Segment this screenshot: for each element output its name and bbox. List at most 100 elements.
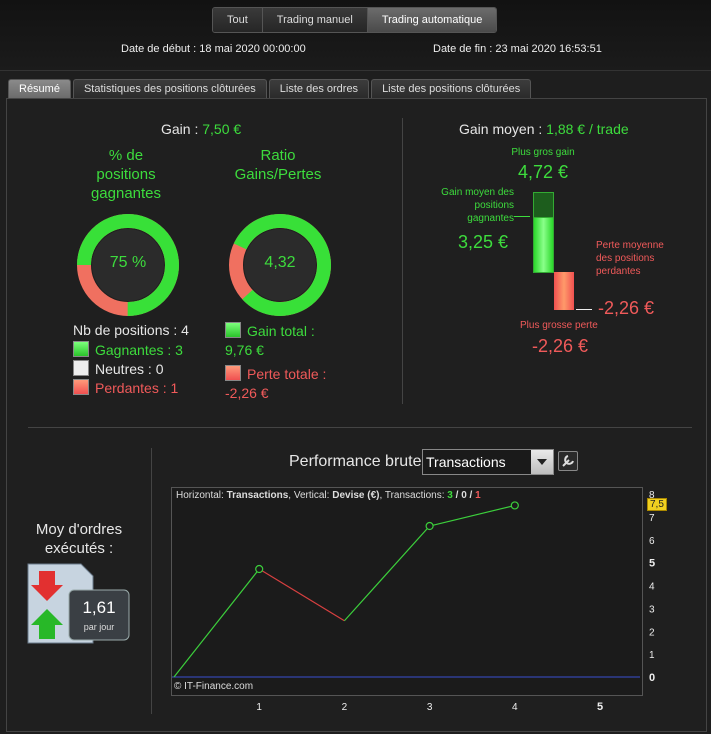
series-segment-2: [258, 568, 345, 622]
ordres-unit: par jour: [83, 622, 115, 632]
win-pct-title: % de positions gagnantes: [90, 147, 162, 202]
plus-grosse-perte-value: -2,26 €: [532, 336, 589, 356]
ordres-value: 1,61: [82, 598, 116, 617]
gain-total-swatch: [225, 322, 241, 338]
performance-title: Performance brute: [289, 453, 422, 470]
tab-liste-positions[interactable]: Liste des positions clôturées: [371, 79, 532, 99]
orders-divider: [151, 448, 152, 714]
ratio-title: Ratio Gains/Pertes: [234, 147, 322, 183]
legend-losses: 1: [475, 490, 481, 501]
legend-v-prefix: , Vertical:: [288, 490, 330, 501]
legend-wins: 3: [447, 490, 453, 501]
perdantes-swatch: [73, 379, 89, 395]
nb-positions: Nb de positions : 4: [73, 322, 189, 338]
date-start-label: Date de début :: [121, 43, 197, 55]
y-tick-5: 5: [649, 558, 655, 570]
performance-select-value: Transactions: [426, 454, 506, 470]
plus-gros-gain-value: 4,72 €: [517, 162, 569, 182]
x-tick-3: 3: [427, 702, 433, 713]
ordres-label: Moy d'ordres exécutés :: [35, 521, 123, 557]
performance-chart: [171, 487, 643, 696]
x-tick-2: 2: [342, 702, 348, 713]
chart-legend: Horizontal: Transactions, Vertical: Devi…: [176, 490, 481, 501]
current-value-badge: 7,5: [647, 498, 667, 511]
orders-icon: [27, 563, 130, 644]
perte-moyenne-label: Perte moyenne des positions perdantes: [596, 240, 664, 277]
avg-gain-bar: [533, 217, 554, 273]
gain-moyen-gagnantes-label: Gain moyen des positions gagnantes: [441, 187, 514, 224]
tab-resume[interactable]: Résumé: [8, 79, 71, 99]
win-donut-gain-arc: [77, 214, 179, 316]
legend-h: Transactions: [226, 490, 289, 501]
x-tick-4: 4: [512, 702, 518, 713]
y-tick-8: 8: [649, 490, 655, 501]
series-segment-3: [343, 525, 431, 622]
tab-statistiques[interactable]: Statistiques des positions clôturées: [72, 79, 267, 99]
neutres-item: Neutres : 0: [73, 360, 163, 377]
ratio-donut-center: [244, 229, 316, 301]
legend-t-prefix: , Transactions:: [379, 490, 445, 501]
series-segment-4: [429, 504, 515, 527]
perte-totale-item: Perte totale : -2,26 €: [225, 365, 350, 403]
chevron-down-icon[interactable]: [531, 450, 553, 474]
win-pct-donut: [77, 214, 179, 316]
plus-grosse-perte-label: Plus grosse perte: [520, 320, 598, 331]
section-tabs: Résumé Statistiques des positions clôtur…: [8, 79, 533, 99]
perdantes-item: Perdantes : 1: [73, 379, 178, 396]
gain-arrow-line: [514, 216, 530, 217]
perte-moyenne-value: -2,26 €: [598, 298, 655, 318]
y-tick-3: 3: [649, 604, 655, 615]
chart-copyright: © IT-Finance.com: [174, 681, 254, 692]
ratio-donut: [229, 214, 331, 316]
section-divider: [28, 427, 692, 428]
perte-totale-swatch: [225, 365, 241, 381]
wrench-icon[interactable]: [558, 451, 578, 471]
x-tick-1: 1: [256, 702, 262, 713]
neutres-text: Neutres : 0: [95, 361, 164, 377]
y-tick-4: 4: [649, 582, 655, 593]
date-end-label: Date de fin :: [433, 43, 493, 55]
y-tick-2: 2: [649, 627, 655, 638]
gagnantes-item: Gagnantes : 3: [73, 341, 183, 358]
y-tick-6: 6: [649, 536, 655, 547]
y-tick-7: 7: [649, 513, 655, 524]
date-start: Date de début : 18 mai 2020 00:00:00: [121, 43, 306, 55]
gain-moyen-heading: Gain moyen : 1,88 € / trade: [459, 121, 629, 137]
series-segment-1: [173, 568, 260, 678]
date-end: Date de fin : 23 mai 2020 16:53:51: [433, 43, 602, 55]
legend-h-prefix: Horizontal:: [176, 490, 224, 501]
legend-neutral: 0: [461, 490, 467, 501]
y-tick-0: 0: [649, 672, 655, 684]
gain-moyen-label: Gain moyen :: [459, 121, 543, 137]
legend-v: Devise (€): [332, 490, 380, 501]
gagnantes-swatch: [73, 341, 89, 357]
x-tick-5: 5: [597, 701, 603, 713]
buy-arrow-icon: [31, 609, 63, 639]
loss-arrow-line: [576, 309, 592, 310]
gain-total-item: Gain total : 9,76 €: [225, 322, 340, 360]
data-point-1: [255, 564, 264, 574]
gain-moyen-value: 1,88 € / trade: [546, 121, 629, 137]
gain-total-text: Gain total : 9,76 €: [225, 323, 315, 358]
mode-tab-trading-manuel[interactable]: Trading manuel: [262, 8, 368, 32]
mode-tab-tout[interactable]: Tout: [213, 8, 263, 32]
mode-tab-trading-automatique[interactable]: Trading automatique: [367, 8, 497, 32]
mode-segmented-control: Tout Trading manuel Trading automatique: [212, 7, 498, 33]
legend-sep2: /: [466, 490, 476, 501]
perte-totale-text: Perte totale : -2,26 €: [225, 366, 327, 401]
ratio-value: 4,32: [264, 254, 296, 271]
win-donut-center: [92, 229, 164, 301]
top-bar: Tout Trading manuel Trading automatique …: [0, 0, 711, 71]
perdantes-text: Perdantes : 1: [95, 380, 179, 396]
plus-gros-gain-label: Plus gros gain: [511, 147, 575, 158]
avg-loss-bar: [554, 272, 574, 310]
y-tick-1: 1: [649, 650, 655, 661]
date-end-value: 23 mai 2020 16:53:51: [495, 43, 602, 55]
gain-moyen-gagnantes-value: 3,25 €: [458, 232, 509, 252]
gain-value: 7,50 €: [202, 121, 242, 137]
win-pct-value: 75 %: [109, 254, 147, 271]
performance-select[interactable]: Transactions: [422, 449, 554, 475]
date-start-value: 18 mai 2020 00:00:00: [199, 43, 306, 55]
tab-liste-ordres[interactable]: Liste des ordres: [268, 79, 370, 99]
